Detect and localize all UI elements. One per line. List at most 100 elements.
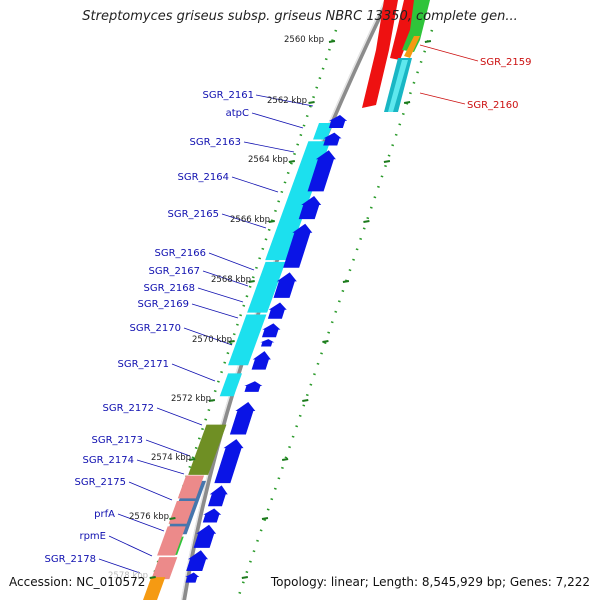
gene-label-sgr-2169[interactable]: SGR_2169 — [138, 299, 190, 310]
cds-atpa[interactable] — [228, 314, 267, 366]
gene-arrow-sgr-2166[interactable] — [273, 272, 297, 298]
gene-arrow-sgr-2173[interactable] — [214, 439, 244, 484]
leader-line-1 — [251, 112, 304, 129]
gene-arrow-sgr-2170[interactable] — [251, 351, 271, 370]
gene-arrow-sgr-2171[interactable] — [244, 381, 263, 392]
gene-arrow-sgr-2164[interactable] — [298, 196, 322, 220]
forward-gene-track — [185, 115, 348, 583]
leader-line-6 — [202, 270, 249, 287]
kbp-label-2572: 2572 kbp — [171, 394, 211, 404]
cds-sgr-2158b[interactable] — [404, 36, 420, 58]
tick-mark-left-7 — [188, 458, 196, 461]
cds-atpc[interactable] — [313, 123, 333, 140]
tick-mark-left-6 — [208, 399, 216, 402]
map-title: Streptomyces griseus subsp. griseus NBRC… — [82, 9, 518, 24]
cds-atpg[interactable] — [247, 261, 286, 313]
gene-label-atpc[interactable]: atpC — [226, 108, 249, 119]
kbp-label-2560: 2560 kbp — [284, 35, 324, 45]
gene-label-sgr-2164[interactable]: SGR_2164 — [178, 172, 230, 183]
gene-label-rpme[interactable]: rpmE — [79, 531, 106, 542]
cds-sgr-2178[interactable] — [155, 559, 171, 570]
gene-label-sgr-2170[interactable]: SGR_2170 — [130, 323, 182, 334]
gene-label-sgr-2161[interactable]: SGR_2161 — [203, 90, 255, 101]
gene-arrow-sgr-2168[interactable] — [261, 323, 281, 338]
kbp-label-2568: 2568 kbp — [211, 275, 251, 285]
gene-label-sgr-2159[interactable]: SGR_2159 — [480, 57, 532, 68]
gene-arrow-sgr-2165[interactable] — [283, 223, 313, 268]
kbp-tick-group — [149, 40, 432, 579]
cds-sgr-2175[interactable] — [177, 475, 205, 499]
leader-line-5 — [208, 252, 255, 271]
gene-label-prfa[interactable]: prfA — [94, 509, 115, 520]
kbp-label-2576: 2576 kbp — [129, 512, 169, 522]
gene-label-sgr-2167[interactable]: SGR_2167 — [149, 266, 201, 277]
kbp-label-2578: 2578 kbp — [108, 571, 148, 581]
gene-label-sgr-2168[interactable]: SGR_2168 — [144, 283, 196, 294]
leader-line-0 — [255, 94, 314, 107]
cds-sgr-2171[interactable] — [188, 424, 227, 475]
kbp-label-2570: 2570 kbp — [192, 335, 232, 345]
leader-line-14 — [128, 481, 173, 501]
gene-arrow-atpc[interactable] — [323, 132, 342, 146]
leader-line-11 — [156, 407, 203, 426]
label-leader-lines — [98, 44, 479, 574]
leader-line-13 — [136, 459, 185, 475]
cds-track — [143, 123, 333, 600]
gene-arrow-prfa[interactable] — [193, 524, 217, 548]
leader-line-12 — [145, 439, 191, 457]
tick-mark-left-1 — [308, 101, 315, 104]
leader-line-9 — [183, 327, 233, 346]
tick-mark-right-1 — [403, 101, 411, 104]
gene-label-sgr-2172[interactable]: SGR_2172 — [103, 403, 155, 414]
genome-summary-text: Topology: linear; Length: 8,545,929 bp; … — [270, 575, 590, 589]
tick-mark-right-2 — [383, 160, 391, 163]
leader-line-7 — [197, 287, 244, 303]
tick-mark-right-7 — [281, 458, 289, 461]
right-scale-dotted-line — [236, 29, 434, 599]
cds-atpd[interactable] — [265, 141, 331, 261]
gene-arrow-sgr-2161[interactable] — [328, 115, 348, 128]
leader-line-sgr-2160 — [419, 92, 466, 105]
gene-arrow-sgr-2172[interactable] — [229, 402, 256, 435]
cds-sgr-2158[interactable] — [402, 0, 430, 52]
tick-mark-left-3 — [268, 220, 275, 223]
cds-atph[interactable] — [219, 373, 243, 397]
tick-mark-left-9 — [149, 576, 156, 579]
gene-arrow-rpme[interactable] — [186, 550, 209, 572]
gene-label-sgr-2173[interactable]: SGR_2173 — [92, 435, 144, 446]
cds-rpme[interactable] — [157, 526, 186, 556]
gene-arrow-sgr-2178[interactable] — [185, 572, 200, 583]
cds-sgr-2159b[interactable] — [390, 0, 418, 60]
gene-label-sgr-2171[interactable]: SGR_2171 — [118, 359, 170, 370]
cds-sgr-2160-highlight[interactable] — [388, 60, 408, 112]
gene-label-sgr-2163[interactable]: SGR_2163 — [190, 137, 242, 148]
gene-label-sgr-2165[interactable]: SGR_2165 — [168, 209, 220, 220]
gene-label-sgr-2166[interactable]: SGR_2166 — [155, 248, 207, 259]
leader-line-8 — [191, 303, 239, 319]
gene-label-sgr-2160[interactable]: SGR_2160 — [467, 100, 519, 111]
tick-mark-left-5 — [228, 340, 235, 343]
cds-sgr-2179[interactable] — [143, 577, 166, 600]
gene-label-sgr-2174[interactable]: SGR_2174 — [83, 455, 135, 466]
gene-arrow-sgr-2174[interactable] — [207, 485, 228, 507]
gene-arrow-sgr-2175[interactable] — [202, 508, 222, 523]
tick-mark-right-5 — [322, 340, 329, 343]
gene-arrow-sgr-2167[interactable] — [267, 302, 287, 319]
leader-line-2 — [243, 141, 295, 153]
leader-line-sgr-2159 — [419, 44, 479, 62]
leader-line-17 — [98, 558, 141, 574]
tick-mark-right-8 — [261, 517, 269, 520]
tick-mark-left-0 — [328, 40, 336, 43]
tick-mark-right-3 — [363, 220, 370, 223]
tick-mark-left-8 — [169, 517, 176, 520]
upstream-cds-track — [362, 0, 430, 112]
tick-mark-left-4 — [248, 280, 255, 283]
cds-sgr-2159[interactable] — [362, 0, 398, 108]
gene-label-sgr-2175[interactable]: SGR_2175 — [75, 477, 127, 488]
gene-arrow-sgr-2169[interactable] — [260, 339, 275, 347]
gene-label-sgr-2178[interactable]: SGR_2178 — [45, 554, 97, 565]
gene-arrow-sgr-2163[interactable] — [307, 150, 336, 192]
tick-mark-left-2 — [288, 160, 296, 163]
